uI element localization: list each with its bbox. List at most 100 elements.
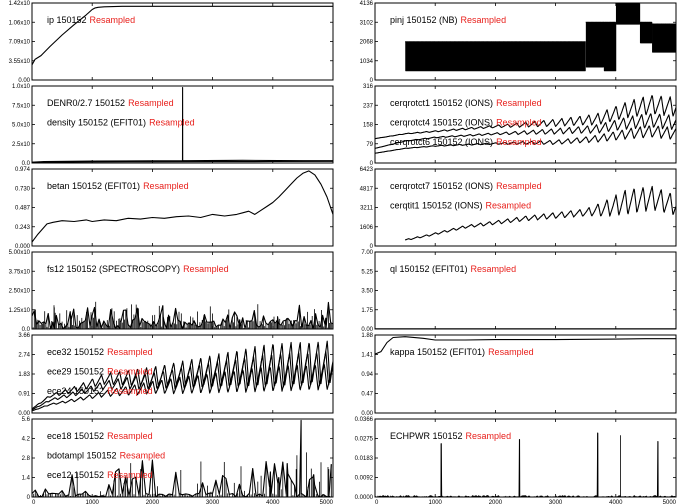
y-tick-label: 7.09x10	[9, 40, 31, 46]
y-tick-label: 4136	[360, 1, 374, 7]
series-line	[32, 301, 333, 329]
panel-left-2: 0.000 0.243 0.487 0.730 0.974 betan 150152 (E…	[15, 167, 334, 250]
y-tick-label: 0.0366	[355, 417, 374, 423]
y-tick-label: 1.0x10	[12, 84, 31, 90]
series-line	[375, 125, 676, 154]
y-tick-label: 79	[366, 142, 373, 148]
y-tick-label: 4.2	[22, 437, 31, 443]
y-tick-label: 0.94	[361, 372, 373, 378]
y-tick-label: 237	[363, 103, 374, 109]
series-line	[375, 432, 676, 497]
series-line	[375, 336, 676, 355]
y-tick-label: 0.00	[361, 411, 373, 417]
trace-name: bdotampl 150152	[47, 451, 117, 461]
y-tick-label: 1.42x10	[9, 1, 31, 7]
y-tick-label: 1.25x10	[9, 308, 31, 314]
y-tick-label: 1.41	[361, 353, 373, 359]
trace-name: ece29 150152	[47, 367, 104, 377]
y-tick-label: 2068	[360, 40, 374, 46]
y-tick-label: 3.66	[18, 333, 30, 339]
y-tick-label: 3.50	[361, 289, 373, 295]
trace-label: bdotampl 150152 Resampled	[47, 451, 165, 461]
trace-name: cerqrotct6 150152 (IONS)	[390, 137, 493, 147]
x-tick-label: 0	[375, 500, 379, 504]
trace-label: ece29 150152 Resampled	[47, 367, 153, 377]
y-tick-label: 5.25	[361, 269, 373, 275]
y-tick-label: 1606	[360, 225, 374, 231]
x-tick-label: 1000	[429, 500, 443, 504]
series-line	[32, 340, 333, 410]
trace-name: ece32 150152	[47, 347, 104, 357]
series-line	[32, 364, 333, 412]
series-line	[32, 86, 333, 163]
resampled-tag: Resampled	[471, 264, 517, 274]
panel-right-2: 0 1606 3211 4817 6423 cerqrotct7 150152 (IONS…	[360, 167, 677, 250]
series-line	[651, 23, 676, 53]
resampled-tag: Resampled	[107, 367, 153, 377]
trace-label: cerqrotct7 150152 (IONS) Resampled	[390, 181, 542, 191]
y-tick-label: 4817	[360, 186, 374, 192]
resampled-tag: Resampled	[466, 431, 512, 441]
series-line	[615, 3, 641, 25]
y-tick-label: 3.55x10	[9, 59, 31, 65]
series-line	[32, 5, 333, 66]
trace-name: cerqrotct1 150152 (IONS)	[390, 98, 493, 108]
y-tick-label: 5.0x10	[12, 123, 31, 129]
resampled-tag: Resampled	[143, 181, 189, 191]
y-tick-label: 158	[363, 123, 374, 129]
resampled-tag: Resampled	[107, 386, 153, 396]
y-tick-label: 0.00	[18, 411, 30, 417]
trace-label: cerqrotct4 150152 (IONS) Resampled	[390, 118, 542, 128]
panel-left-3: 0.0 1.25x10 2.50x10 3.75x10 5.00x10 fs12 1501…	[9, 250, 334, 333]
trace-label: cerqrotct1 150152 (IONS) Resampled	[390, 98, 542, 108]
trace-name: pinj 150152 (NB)	[390, 15, 458, 25]
resampled-tag: Resampled	[128, 98, 174, 108]
trace-label: cerqrotct6 150152 (IONS) Resampled	[390, 137, 542, 147]
y-tick-label: 0.47	[361, 392, 373, 398]
resampled-tag: Resampled	[488, 347, 534, 357]
trace-label: ip 150152 Resampled	[47, 15, 135, 25]
resampled-tag: Resampled	[496, 181, 542, 191]
panel-left-5: 0 1.4 2.8 4.2 5.6 0 1000 2000 3000 4000 5000 ece18 …	[22, 417, 334, 504]
series-line	[375, 95, 676, 140]
y-tick-label: 7.5x10	[12, 103, 31, 109]
trace-name: cerqtit1 150152 (IONS)	[390, 201, 483, 211]
trace-name: DENR0/2.7 150152	[47, 98, 125, 108]
y-tick-label: 0.487	[15, 206, 31, 212]
resampled-tag: Resampled	[496, 98, 542, 108]
y-tick-label: 0.000	[15, 244, 31, 250]
trace-name: fs12 150152 (SPECTROSCOPY)	[47, 264, 180, 274]
y-tick-label: 5.6	[22, 417, 31, 423]
series-line	[32, 351, 333, 411]
x-tick-label: 4000	[266, 500, 280, 504]
y-tick-label: 0.243	[15, 225, 31, 231]
resampled-tag: Resampled	[149, 118, 195, 128]
y-tick-label: 2.74	[18, 353, 30, 359]
series-line	[585, 21, 605, 68]
y-tick-label: 0.0	[22, 327, 31, 333]
panel-left-0: 0.00 3.55x10 7.09x10 1.06x10 1.42x10 ip 15015…	[9, 1, 334, 84]
trace-name: ece12 150152	[47, 470, 104, 480]
resampled-tag: Resampled	[120, 451, 166, 461]
y-tick-label: 1034	[360, 59, 374, 65]
resampled-tag: Resampled	[496, 118, 542, 128]
trace-label: ece24 150152 Resampled	[47, 386, 153, 396]
trace-name: ece18 150152	[47, 431, 104, 441]
trace-label: density 150152 (EFIT01) Resampled	[47, 118, 195, 128]
y-tick-label: 1.88	[361, 333, 373, 339]
y-tick-label: 1.75	[361, 308, 373, 314]
series-line	[32, 419, 332, 497]
y-tick-label: 6423	[360, 167, 374, 173]
trace-label: ece12 150152 Resampled	[47, 470, 153, 480]
x-tick-label: 1000	[86, 500, 100, 504]
y-tick-label: 5.00x10	[9, 250, 31, 256]
resampled-tag: Resampled	[107, 470, 153, 480]
series-line	[405, 41, 586, 72]
y-tick-label: 3.75x10	[9, 269, 31, 275]
y-tick-label: 0	[27, 495, 31, 501]
series-line	[639, 21, 653, 44]
x-tick-label: 3000	[206, 500, 220, 504]
y-tick-label: 1.06x10	[9, 20, 31, 26]
trace-label: ece18 150152 Resampled	[47, 431, 153, 441]
